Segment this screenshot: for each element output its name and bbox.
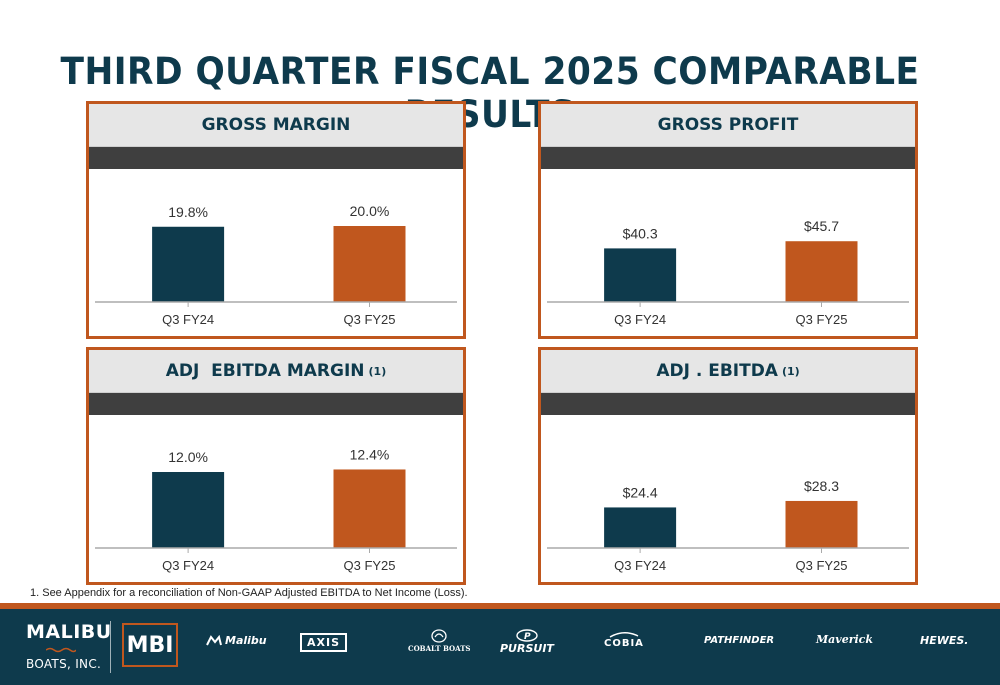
tick-label: Q3 FY24 xyxy=(614,558,666,573)
adj-ebitda-margin-panel: ADJ EBITDA MARGIN (1) 12.0% Q3 FY24 12.4% Q… xyxy=(86,347,466,585)
malibu-logo-icon: Malibu xyxy=(206,634,267,647)
cobia-swoosh-icon xyxy=(609,632,639,638)
gross-margin-chart: 19.8% Q3 FY24 20.0% Q3 FY25 xyxy=(95,203,457,327)
data-label: $28.3 xyxy=(804,478,839,494)
brand-name: PURSUIT xyxy=(500,642,554,655)
brand-name: COBIA xyxy=(604,638,644,649)
panel-title-text: GROSS PROFIT xyxy=(657,115,799,135)
panel-title-text: ADJ EBITDA MARGIN xyxy=(165,361,365,381)
panel-band xyxy=(89,147,463,169)
logo-line1: MALIBU xyxy=(26,621,112,643)
logo-divider xyxy=(110,621,111,673)
data-label: $40.3 xyxy=(623,225,658,241)
brand-name: AXIS xyxy=(307,636,341,649)
wave-icon xyxy=(46,647,76,653)
footnote-marker: (1) xyxy=(368,364,387,378)
hewes-logo-icon: HEWES. xyxy=(920,634,968,647)
panel-title: GROSS PROFIT xyxy=(541,104,915,147)
adj-ebitda-chart: $24.4 Q3 FY24 $28.3 Q3 FY25 xyxy=(547,478,909,573)
panel-band xyxy=(541,147,915,169)
panel-title: ADJ . EBITDA (1) xyxy=(541,350,915,393)
bar xyxy=(152,472,225,548)
panel-title: GROSS MARGIN xyxy=(89,104,463,147)
pursuit-logo-icon: P PURSUIT xyxy=(500,629,554,655)
brand-name: Maverick xyxy=(816,633,873,646)
data-label: 20.0% xyxy=(350,203,390,219)
tick-label: Q3 FY24 xyxy=(162,558,214,573)
bar xyxy=(785,241,858,302)
bar xyxy=(333,469,406,548)
data-label: 19.8% xyxy=(168,204,208,220)
panel-band xyxy=(89,393,463,415)
cobia-logo-icon: COBIA xyxy=(604,631,644,649)
malibu-mark-icon xyxy=(206,634,222,645)
maverick-logo-icon: Maverick xyxy=(816,633,873,646)
bar xyxy=(604,507,677,548)
brand-name: PATHFINDER xyxy=(704,635,775,646)
gross-margin-panel: GROSS MARGIN 19.8% Q3 FY24 20.0% Q3 FY25 xyxy=(86,101,466,339)
brand-name: Malibu xyxy=(225,634,267,647)
cobalt-logo-icon: COBALT BOATS xyxy=(408,629,470,653)
bar xyxy=(333,226,406,302)
data-label: $24.4 xyxy=(623,484,658,500)
mbi-logo-text: MBI xyxy=(126,632,174,658)
brand-name: HEWES. xyxy=(920,634,969,647)
tick-label: Q3 FY25 xyxy=(343,312,395,327)
malibu-boats-logo: MALIBU BOATS, INC. xyxy=(26,621,112,671)
footer-stripe xyxy=(0,603,1000,609)
footnote-marker: (1) xyxy=(781,364,800,378)
pursuit-mark-icon: P xyxy=(516,629,538,642)
svg-text:P: P xyxy=(524,632,531,642)
logo-line2: BOATS, INC. xyxy=(26,657,102,671)
bar xyxy=(604,248,677,302)
tick-label: Q3 FY25 xyxy=(343,558,395,573)
cobalt-crest-icon xyxy=(431,629,447,643)
tick-label: Q3 FY25 xyxy=(795,312,847,327)
panel-band xyxy=(541,393,915,415)
panel-title: ADJ EBITDA MARGIN (1) xyxy=(89,350,463,393)
panel-title-text: ADJ . EBITDA xyxy=(656,361,778,381)
tick-label: Q3 FY25 xyxy=(795,558,847,573)
footnote: 1. See Appendix for a reconciliation of … xyxy=(30,587,468,599)
data-label: $45.7 xyxy=(804,218,839,234)
brand-name: COBALT BOATS xyxy=(408,644,471,653)
tick-label: Q3 FY24 xyxy=(162,312,214,327)
tick-label: Q3 FY24 xyxy=(614,312,666,327)
gross-profit-panel: GROSS PROFIT $40.3 Q3 FY24 $45.7 Q3 FY25 xyxy=(538,101,918,339)
gross-profit-chart: $40.3 Q3 FY24 $45.7 Q3 FY25 xyxy=(547,218,909,327)
data-label: 12.0% xyxy=(168,449,208,465)
panel-title-text: GROSS MARGIN xyxy=(201,115,351,135)
adj-ebitda-margin-chart: 12.0% Q3 FY24 12.4% Q3 FY25 xyxy=(95,446,457,573)
bar xyxy=(785,500,858,548)
bar xyxy=(152,226,225,302)
axis-logo-icon: AXIS xyxy=(300,633,348,652)
pathfinder-logo-icon: PATHFINDER xyxy=(704,635,774,646)
mbi-logo: MBI xyxy=(122,623,178,667)
footer-bar: MALIBU BOATS, INC. MBI Malibu AXIS COBAL… xyxy=(0,609,1000,685)
data-label: 12.4% xyxy=(350,446,390,462)
adj-ebitda-panel: ADJ . EBITDA (1) $24.4 Q3 FY24 $28.3 Q3 FY2… xyxy=(538,347,918,585)
